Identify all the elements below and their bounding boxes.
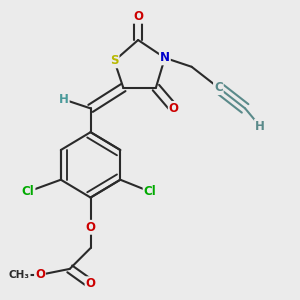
Text: Cl: Cl xyxy=(144,185,156,198)
Text: O: O xyxy=(85,221,96,234)
Text: O: O xyxy=(169,102,179,115)
Text: O: O xyxy=(133,10,143,23)
Text: S: S xyxy=(110,54,118,67)
Text: C: C xyxy=(214,81,223,94)
Text: O: O xyxy=(35,268,45,281)
Text: O: O xyxy=(85,277,96,290)
Text: H: H xyxy=(255,120,265,133)
Text: Cl: Cl xyxy=(22,185,34,198)
Text: H: H xyxy=(59,93,69,106)
Text: N: N xyxy=(160,51,170,64)
Text: CH₃: CH₃ xyxy=(9,270,30,280)
